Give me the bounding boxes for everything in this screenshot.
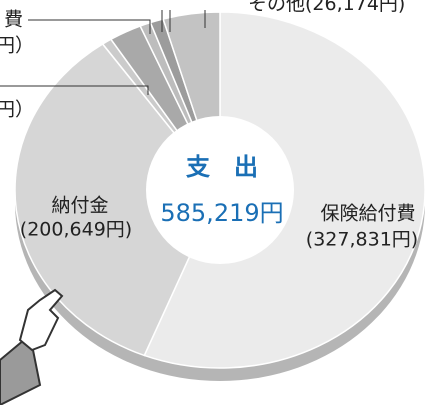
center-title: 支 出 (186, 153, 258, 181)
category: その他 (248, 0, 305, 15)
hand-illustration (0, 290, 62, 405)
center-total: 585,219円 (160, 199, 283, 227)
slice-label: その他(26,174円) (248, 0, 405, 15)
page: {"chart_data":{"type":"pie","center_titl… (0, 0, 425, 405)
center-hole (146, 116, 294, 264)
slice-label: 保険給付費 (320, 203, 415, 225)
value-label: (26,174円) (305, 0, 405, 15)
annotation: 費 (4, 9, 23, 31)
annotation: 円） (0, 99, 34, 121)
chart: 支 出 585,219円 保険給付費 (327,831円) 納付金 (200,6… (0, 0, 425, 405)
annotation: 円） (0, 35, 34, 57)
slice-label: 納付金 (51, 195, 108, 217)
value-label: (200,649円) (20, 219, 132, 241)
value-label: (327,831円) (306, 229, 418, 251)
